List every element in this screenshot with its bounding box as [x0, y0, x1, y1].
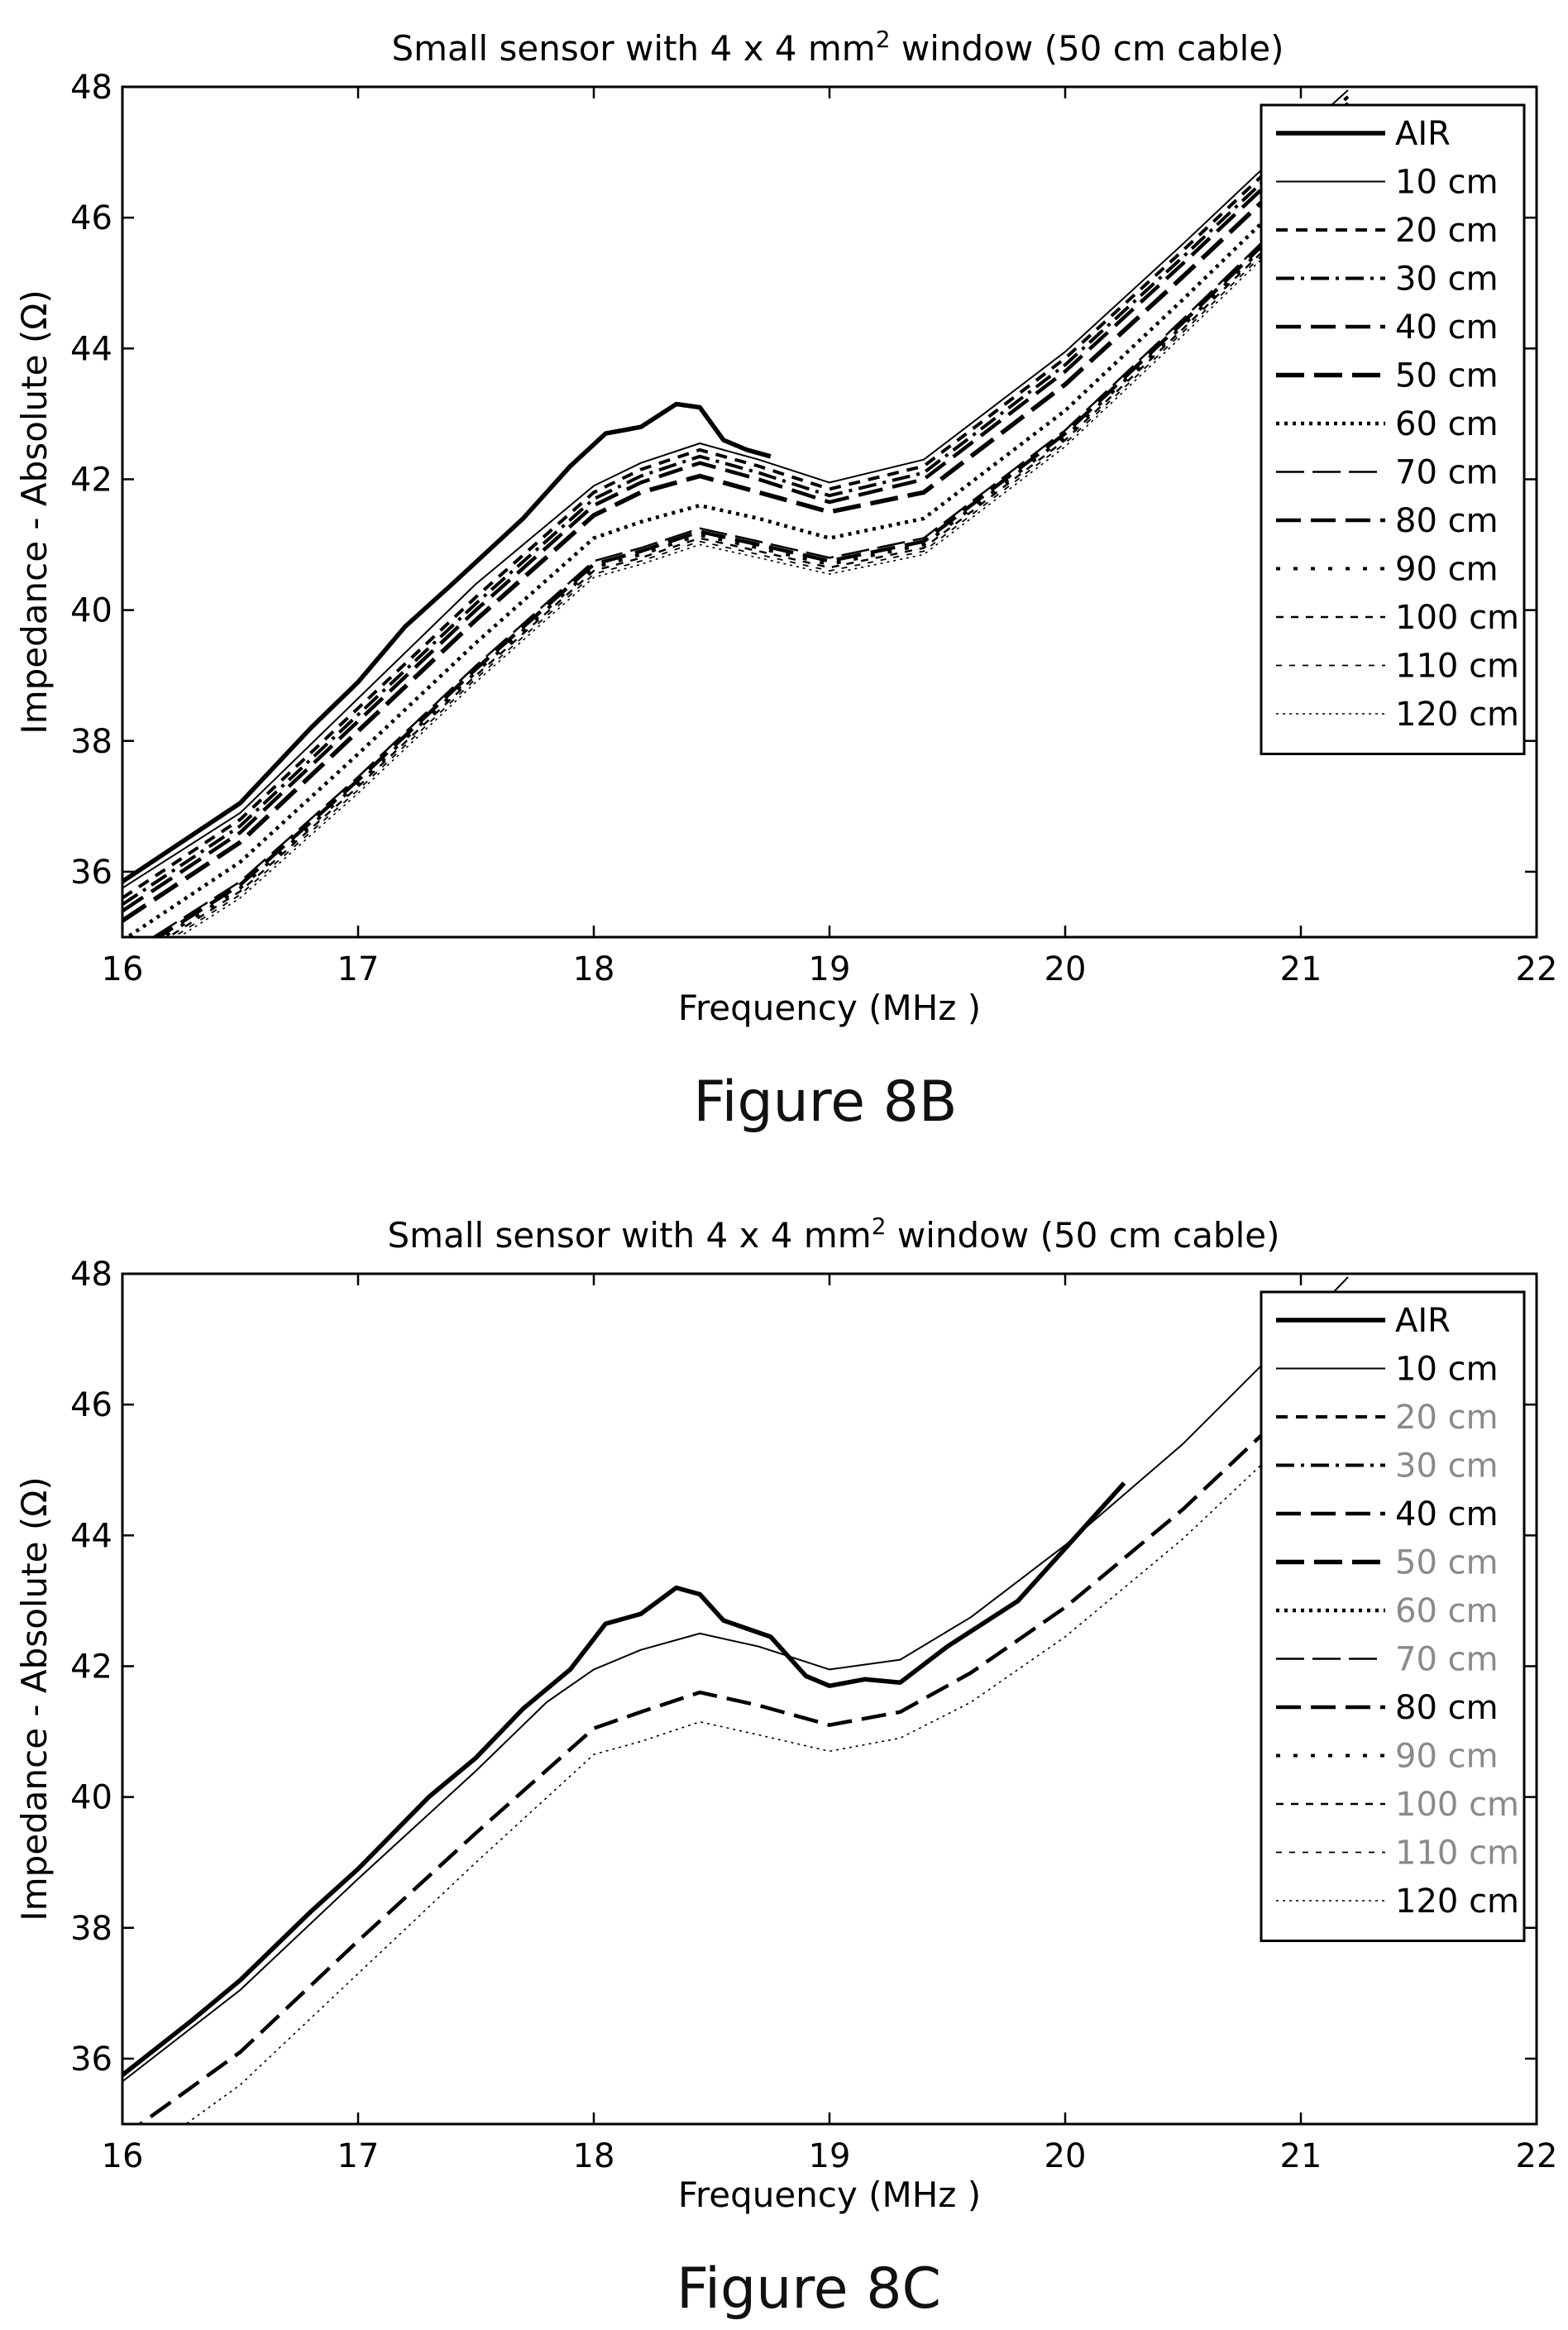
y-tick-label: 36	[70, 854, 112, 892]
y-axis-label: Impedance - Absolute (Ω)	[14, 1476, 55, 1921]
legend-label: 20 cm	[1395, 1399, 1499, 1437]
legend-label: 50 cm	[1395, 357, 1499, 395]
legend-label: 120 cm	[1395, 1883, 1519, 1921]
x-axis-label: Frequency (MHz )	[678, 988, 981, 1028]
x-tick-label: 22	[1516, 950, 1558, 988]
legend: AIR 10 cm 20 cm 30 cm 40 cm 50 cm 60 cm 70 cm 80…	[1260, 1290, 1526, 1942]
series-line-90-cm	[160, 167, 1350, 937]
legend-label: 90 cm	[1395, 551, 1499, 589]
legend-label: 120 cm	[1395, 696, 1519, 734]
legend-box	[1260, 1290, 1526, 1942]
legend-label: 80 cm	[1395, 502, 1499, 540]
legend-label: AIR	[1395, 115, 1451, 153]
legend-label: AIR	[1395, 1302, 1451, 1340]
series-lines	[122, 89, 1350, 937]
chart-figure-8b: Small sensor with 4 x 4 mm2 window (50 c…	[14, 26, 1557, 1028]
legend-label: 30 cm	[1395, 1447, 1499, 1486]
legend-label: 70 cm	[1395, 454, 1499, 492]
x-tick-label: 18	[573, 2137, 615, 2175]
y-tick-label: 40	[70, 592, 112, 630]
series-line-air	[122, 1481, 1126, 2077]
x-tick-label: 18	[573, 950, 615, 988]
figure-caption: Figure 8B	[693, 1069, 957, 1135]
legend-label: 100 cm	[1395, 599, 1519, 637]
y-tick-label: 48	[70, 69, 112, 107]
series-line-20-cm	[122, 95, 1350, 900]
x-tick-label: 16	[102, 2137, 144, 2175]
y-tick-label: 44	[70, 330, 112, 368]
x-tick-label: 21	[1280, 950, 1322, 988]
y-tick-label: 42	[70, 1648, 112, 1686]
series-line-10-cm	[122, 1276, 1349, 2083]
legend-label: 80 cm	[1395, 1689, 1499, 1727]
chart-figure-8c: Small sensor with 4 x 4 mm2 window (50 c…	[14, 1213, 1557, 2215]
legend-label: 20 cm	[1395, 212, 1499, 250]
series-line-40-cm	[122, 108, 1350, 913]
legend-label: 60 cm	[1395, 1592, 1499, 1630]
series-line-50-cm	[122, 121, 1350, 923]
legend-label: 10 cm	[1395, 1351, 1499, 1389]
series-line-air	[122, 401, 772, 884]
legend-label: 110 cm	[1395, 1835, 1519, 1873]
x-tick-label: 20	[1045, 950, 1087, 988]
y-tick-label: 46	[70, 1386, 112, 1424]
series-line-100-cm	[166, 170, 1349, 937]
series-line-30-cm	[122, 102, 1350, 907]
y-tick-label: 38	[70, 1910, 112, 1948]
y-axis-label: Impedance - Absolute (Ω)	[14, 289, 55, 734]
legend-label: 60 cm	[1395, 405, 1499, 443]
legend-label: 10 cm	[1395, 164, 1499, 202]
legend-box	[1260, 103, 1526, 755]
legend-label: 40 cm	[1395, 309, 1499, 347]
series-line-10-cm	[122, 89, 1349, 889]
series-line-80-cm	[155, 164, 1350, 937]
y-tick-label: 42	[70, 461, 112, 499]
legend-label: 30 cm	[1395, 261, 1499, 299]
y-tick-label: 46	[70, 199, 112, 237]
x-tick-label: 19	[809, 2137, 851, 2175]
legend-label: 100 cm	[1395, 1786, 1519, 1824]
series-line-120-cm	[177, 178, 1349, 937]
chart-title: Small sensor with 4 x 4 mm2 window (50 c…	[388, 1213, 1280, 1256]
x-tick-label: 19	[809, 950, 851, 988]
legend: AIR 10 cm 20 cm 30 cm 40 cm 50 cm 60 cm 70 cm 80…	[1260, 103, 1526, 755]
legend-label: 70 cm	[1395, 1641, 1499, 1679]
x-axis-label: Frequency (MHz )	[678, 2175, 981, 2215]
y-tick-label: 40	[70, 1779, 112, 1817]
chart-title: Small sensor with 4 x 4 mm2 window (50 c…	[392, 26, 1284, 69]
y-tick-label: 36	[70, 2041, 112, 2079]
legend-label: 40 cm	[1395, 1495, 1499, 1533]
series-line-110-cm	[172, 175, 1349, 937]
series-lines	[122, 1276, 1350, 2124]
x-tick-label: 22	[1516, 2137, 1558, 2175]
legend-label: 110 cm	[1395, 648, 1519, 686]
series-line-80-cm	[137, 1351, 1350, 2124]
y-tick-label: 44	[70, 1517, 112, 1555]
legend-label: 90 cm	[1395, 1738, 1499, 1776]
series-line-60-cm	[123, 141, 1350, 937]
x-tick-label: 16	[102, 950, 144, 988]
x-tick-label: 17	[337, 2137, 380, 2175]
x-tick-label: 20	[1045, 2137, 1087, 2175]
legend-label: 50 cm	[1395, 1544, 1499, 1582]
x-tick-label: 21	[1280, 2137, 1322, 2175]
figure-caption: Figure 8C	[676, 2256, 941, 2322]
y-tick-label: 38	[70, 723, 112, 761]
y-tick-label: 48	[70, 1256, 112, 1294]
x-tick-label: 17	[337, 950, 380, 988]
